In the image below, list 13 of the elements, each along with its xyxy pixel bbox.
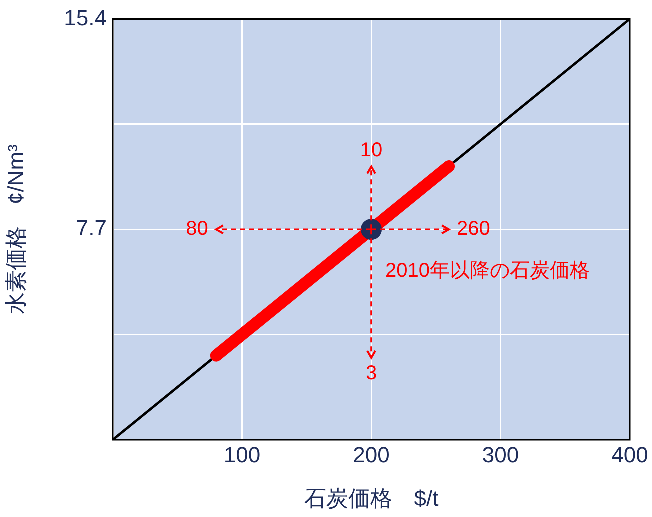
- annotation: 3: [366, 362, 378, 385]
- x-tick-label: 200: [353, 442, 390, 468]
- annotation: 2010年以降の石炭価格: [386, 260, 590, 282]
- y-tick-label: 15.4: [64, 5, 107, 30]
- annotation: 80: [186, 218, 208, 240]
- x-tick-label: 400: [612, 442, 648, 468]
- x-tick-label: 300: [482, 442, 520, 468]
- y-tick-label: 7.7: [76, 216, 107, 241]
- x-tick-label: 100: [224, 442, 261, 468]
- y-axis-title: 水素価格 ¢/Nm³: [3, 144, 28, 315]
- annotation: 260: [457, 218, 490, 240]
- x-axis-title: 石炭価格 $/t: [304, 486, 439, 511]
- annotation: 10: [360, 139, 383, 162]
